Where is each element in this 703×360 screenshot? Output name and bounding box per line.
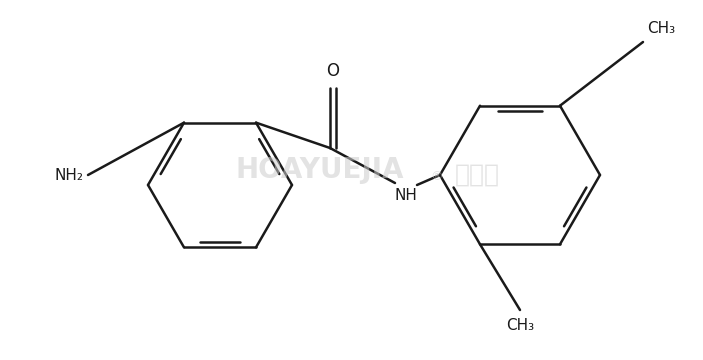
Text: NH: NH <box>395 188 418 203</box>
Text: CH₃: CH₃ <box>506 318 534 333</box>
Text: HOAYUEJIA: HOAYUEJIA <box>236 156 404 184</box>
Text: 化学加: 化学加 <box>455 163 500 187</box>
Text: CH₃: CH₃ <box>647 21 675 36</box>
Text: O: O <box>326 62 340 80</box>
Text: ®: ® <box>430 170 442 183</box>
Text: NH₂: NH₂ <box>55 167 84 183</box>
